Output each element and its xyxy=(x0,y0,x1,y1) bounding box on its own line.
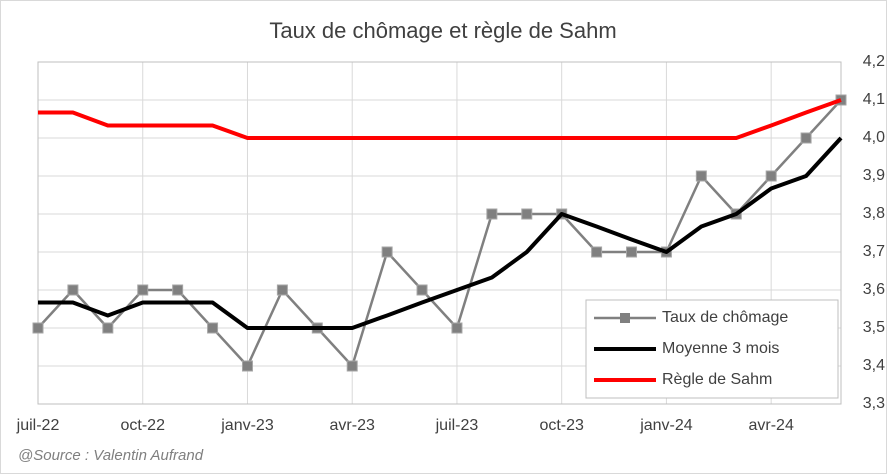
marker xyxy=(381,246,393,258)
y-tick-label: 3,4 xyxy=(863,357,885,374)
marker xyxy=(800,132,812,144)
y-tick-label: 3,9 xyxy=(863,167,885,184)
y-tick-label: 3,6 xyxy=(863,281,885,298)
series-line xyxy=(38,136,843,330)
x-tick-label: avr-24 xyxy=(748,417,793,434)
x-tick-label: avr-23 xyxy=(330,417,375,434)
x-tick-label: juil-23 xyxy=(435,417,479,434)
x-tick-label: janv-24 xyxy=(639,417,693,434)
x-tick-label: janv-23 xyxy=(220,417,274,434)
y-tick-label: 4,1 xyxy=(863,91,885,108)
legend-marker xyxy=(620,313,630,323)
source-note: @Source : Valentin Aufrand xyxy=(18,447,204,464)
legend-label: Règle de Sahm xyxy=(662,371,772,388)
legend-label: Taux de chômage xyxy=(662,309,788,326)
y-tick-label: 3,7 xyxy=(863,243,885,260)
series-line xyxy=(38,98,842,140)
marker xyxy=(591,246,603,258)
marker xyxy=(32,322,44,334)
x-tick-label: oct-23 xyxy=(539,417,584,434)
marker xyxy=(486,208,498,220)
marker xyxy=(521,208,533,220)
marker xyxy=(416,284,428,296)
y-tick-label: 3,8 xyxy=(863,205,885,222)
series-line xyxy=(37,99,842,368)
marker xyxy=(207,322,219,334)
marker xyxy=(67,284,79,296)
marker xyxy=(276,284,288,296)
x-tick-label: juil-22 xyxy=(16,417,60,434)
y-tick-label: 4,2 xyxy=(863,53,885,70)
marker xyxy=(451,322,463,334)
marker xyxy=(241,360,253,372)
marker xyxy=(346,360,358,372)
marker xyxy=(626,246,638,258)
y-tick-label: 3,3 xyxy=(863,395,885,412)
y-tick-label: 3,5 xyxy=(863,319,885,336)
plot-border xyxy=(37,61,842,405)
marker xyxy=(137,284,149,296)
legend-label: Moyenne 3 mois xyxy=(662,340,779,357)
x-tick-label: oct-22 xyxy=(121,417,166,434)
marker xyxy=(102,322,114,334)
marker xyxy=(172,284,184,296)
marker xyxy=(695,170,707,182)
chart-title: Taux de chômage et règle de Sahm xyxy=(269,18,616,43)
marker xyxy=(765,170,777,182)
y-tick-label: 4,0 xyxy=(863,129,885,146)
